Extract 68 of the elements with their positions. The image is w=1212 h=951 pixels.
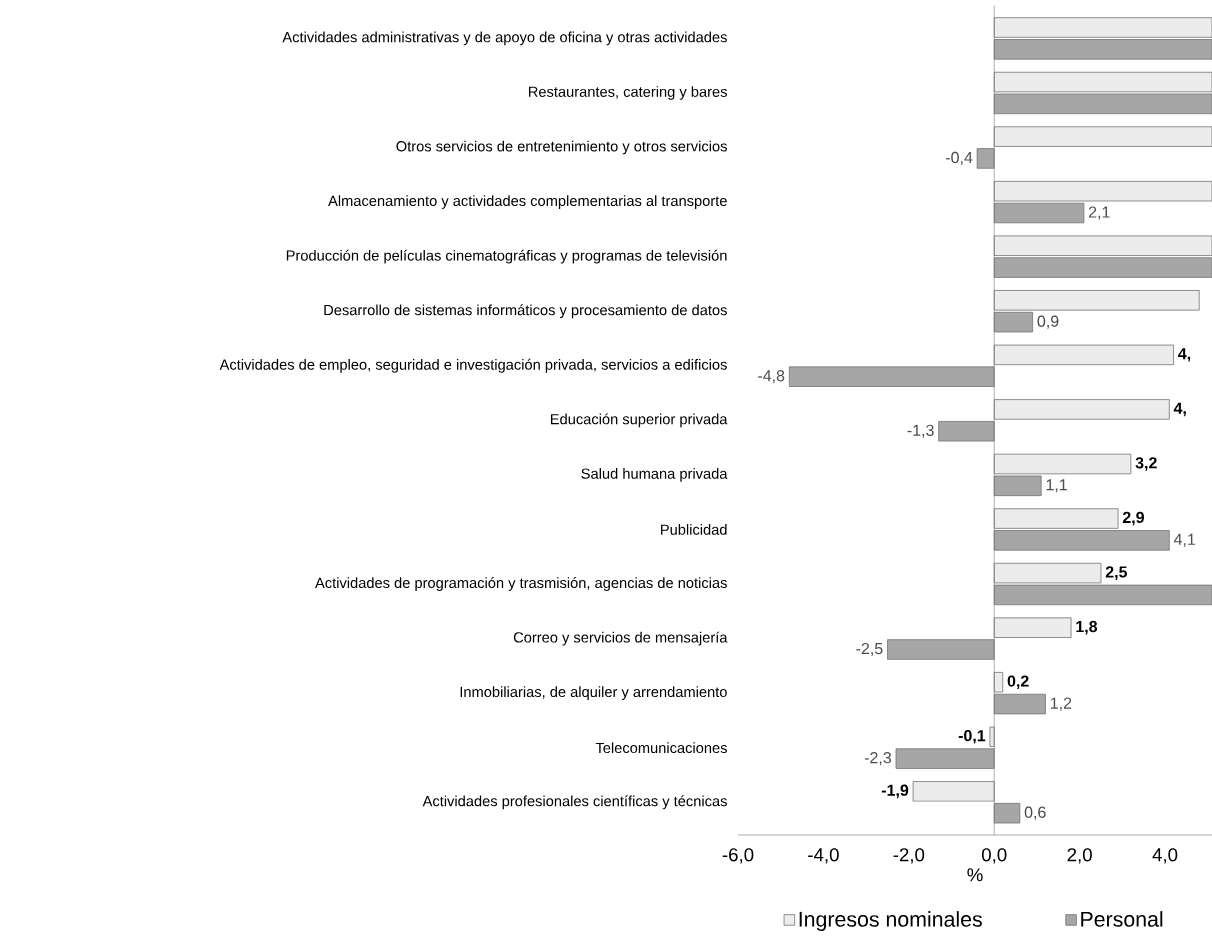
y-tick-label: Telecomunicaciones: [595, 742, 727, 754]
bar: [993, 202, 1085, 224]
y-tick-label: Correo y servicios de mensajería: [513, 631, 728, 646]
x-tick-label: 0,0: [981, 848, 1007, 864]
y-tick-label: Almacenamiento y actividades complementarias al transporte: [328, 195, 727, 209]
data-label: 1,8: [1076, 620, 1098, 635]
data-label: -1,9: [881, 784, 909, 799]
bar: [993, 344, 1174, 366]
data-label: -4,8: [758, 370, 785, 384]
x-tick-label: 4,0: [1152, 848, 1178, 864]
x-tick-label: 2,0: [1067, 848, 1092, 864]
bar: [993, 399, 1170, 420]
data-label: -0,1: [958, 729, 986, 744]
legend-label: Personal: [1081, 911, 1163, 927]
data-label: -2,5: [856, 642, 883, 657]
bar: [993, 530, 1170, 551]
y-tick-label: Otros servicios de entretenimiento y otros servicios: [396, 140, 727, 155]
y-tick-label: Actividades de programación y trasmisión, agencias de noticias: [315, 577, 727, 591]
y-tick-label: Actividades administrativas y de apoyo de oficina y otras actividades: [282, 31, 727, 46]
y-tick-label: Educación superior privada: [551, 413, 728, 428]
y-tick-label: Publicidad: [661, 524, 727, 535]
data-label: -0,4: [946, 151, 973, 166]
bar: [993, 93, 1212, 115]
bar: [895, 748, 995, 769]
data-label: -1,3: [907, 424, 934, 438]
legend-label: Ingresos nominales: [799, 911, 982, 931]
bar: [993, 562, 1102, 584]
data-label: 4,1: [1173, 533, 1196, 547]
bar: [976, 148, 995, 169]
bar: [993, 39, 1212, 60]
y-tick-label: Producción de películas cinematográficas y programas de televisión: [286, 249, 727, 264]
y-tick-label: Actividades profesionales científicas y técnicas: [422, 795, 727, 810]
bar: [887, 639, 995, 660]
data-label: 4,: [1178, 348, 1191, 362]
bar: [993, 290, 1200, 311]
data-label: 1,2: [1050, 697, 1072, 711]
y-tick-label: Inmobiliarias, de alquiler y arrendamiento: [460, 686, 727, 700]
data-label: 2,5: [1105, 566, 1128, 580]
data-label: 3,2: [1135, 457, 1157, 471]
bar: [993, 126, 1212, 147]
y-tick-label: Restaurantes, catering y bares: [528, 86, 727, 100]
data-label: 4,: [1173, 402, 1186, 417]
bar: [993, 257, 1212, 278]
bar: [993, 508, 1119, 529]
bar: [993, 584, 1212, 606]
x-tick-label: -2,0: [893, 848, 925, 864]
x-tick-label: -6,0: [722, 848, 754, 864]
y-tick-label: Desarrollo de sistemas informáticos y procesamiento de datos: [324, 304, 727, 319]
data-label: 1,1: [1046, 479, 1067, 493]
bar: [788, 366, 995, 387]
data-label: 0,9: [1037, 315, 1059, 329]
bar: [993, 475, 1042, 497]
bar: [993, 17, 1212, 38]
y-tick-label: Salud humana privada: [581, 468, 728, 482]
bar: [938, 421, 995, 442]
x-axis-title: %: [967, 868, 983, 882]
data-label: 2,9: [1122, 511, 1144, 526]
x-tick-label: -4,0: [808, 848, 839, 864]
data-label: 0,2: [1007, 675, 1029, 690]
bar: [993, 235, 1212, 256]
bar: [912, 781, 995, 802]
data-label: 0,6: [1024, 806, 1046, 820]
data-label: 2,1: [1088, 206, 1110, 220]
y-tick-label: Actividades de empleo, seguridad e investigación privada, servicios a edificios: [219, 358, 727, 373]
bar: [993, 453, 1132, 475]
bar: [993, 180, 1212, 202]
data-label: -2,3: [864, 752, 892, 766]
bar: [993, 71, 1212, 93]
